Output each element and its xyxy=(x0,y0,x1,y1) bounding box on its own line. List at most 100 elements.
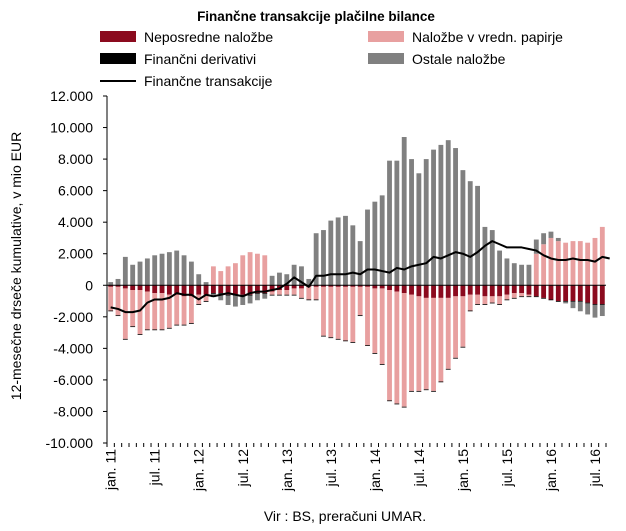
x-tick-label: jul. 15 xyxy=(499,449,515,488)
y-tick-label: 6.000 xyxy=(58,183,93,199)
bar-segment xyxy=(372,353,378,354)
bar-segment xyxy=(240,255,246,286)
bar-segment xyxy=(585,285,591,303)
bar-segment xyxy=(210,293,216,294)
bar-segment xyxy=(372,201,378,286)
bar-segment xyxy=(350,225,356,286)
bar-segment xyxy=(335,217,341,286)
bar-segment xyxy=(328,220,334,286)
bar-segment xyxy=(313,285,319,287)
bar-segment xyxy=(555,237,561,242)
bar-segment xyxy=(533,296,539,298)
y-tick-label: 10.000 xyxy=(50,120,93,136)
bar-segment xyxy=(225,266,231,286)
bar-segment xyxy=(284,274,290,286)
bar-segment xyxy=(137,261,143,286)
bar-segment xyxy=(423,159,429,286)
bar-segment xyxy=(152,285,158,294)
bar-segment xyxy=(225,294,231,296)
bar-segment xyxy=(174,285,180,295)
bar-segment xyxy=(401,285,407,294)
bar-segment xyxy=(519,296,525,298)
bar-segment xyxy=(445,368,451,370)
bar-segment xyxy=(137,334,143,335)
bar-segment xyxy=(262,293,268,294)
bar-segment xyxy=(511,263,517,286)
bar-segment xyxy=(357,241,363,286)
bar-segment xyxy=(482,296,488,305)
bar-segment xyxy=(519,285,525,294)
bar-segment xyxy=(372,288,378,354)
bar-segment xyxy=(181,296,187,325)
bar-segment xyxy=(599,304,605,305)
bar-segment xyxy=(108,310,114,312)
bar-segment xyxy=(423,297,429,390)
bar-segment xyxy=(438,144,444,286)
bar-segment xyxy=(548,299,554,301)
bar-segment xyxy=(115,315,121,317)
bar-segment xyxy=(166,327,172,329)
bar-segment xyxy=(401,406,407,408)
bar-segment xyxy=(445,285,451,298)
chart-title: Finančne transakcije plačilne bilance xyxy=(197,9,435,24)
y-tick-label: 4.000 xyxy=(58,214,93,230)
bar-segment xyxy=(585,303,591,315)
bar-segment xyxy=(365,285,370,287)
bar-segment xyxy=(174,294,180,325)
bar-segment xyxy=(343,286,348,341)
bar-segment xyxy=(497,250,503,286)
bar-segment xyxy=(585,242,591,286)
bar-segment xyxy=(511,293,517,298)
bar-segment xyxy=(467,294,473,311)
bar-segment xyxy=(166,285,172,295)
bar-segment xyxy=(255,293,260,301)
bar-segment xyxy=(570,301,576,309)
legend-label: Finančni derivativi xyxy=(144,51,256,67)
bar-segment xyxy=(577,301,583,312)
bar-segment xyxy=(159,293,165,330)
x-tick-label: jul. 13 xyxy=(323,449,339,488)
bar-segment xyxy=(144,291,150,330)
bar-segment xyxy=(306,286,312,300)
bar-segment xyxy=(122,338,128,340)
bar-segment xyxy=(284,285,290,290)
bar-segment xyxy=(445,297,451,369)
bar-segment xyxy=(115,286,121,316)
bar-segment xyxy=(291,264,297,286)
bar-segment xyxy=(504,285,510,295)
bar-segment xyxy=(504,294,510,300)
bar-segment xyxy=(196,304,202,305)
bar-segment xyxy=(541,297,547,299)
bar-segment xyxy=(409,294,414,391)
bar-segment xyxy=(475,294,480,305)
bar-segment xyxy=(467,181,473,286)
x-tick-label: jul. 16 xyxy=(587,449,603,488)
bar-segment xyxy=(115,278,121,286)
bar-segment xyxy=(519,264,525,286)
bar-segment xyxy=(416,173,422,286)
legend-label: Neposredne naložbe xyxy=(144,29,273,45)
bar-segment xyxy=(379,285,385,289)
bar-segment xyxy=(577,285,583,302)
bar-segment xyxy=(416,296,422,391)
bar-segment xyxy=(563,301,569,304)
bar-segment xyxy=(130,290,136,327)
bar-segment xyxy=(445,140,451,286)
bar-segment xyxy=(277,294,282,296)
legend: Neposredne naložbe Naložbe v vredn. papir… xyxy=(100,29,563,89)
bar-segment xyxy=(526,296,532,298)
x-tick-label: jan. 16 xyxy=(543,449,559,492)
bar-segment xyxy=(255,293,260,294)
bar-segment xyxy=(592,304,598,318)
bar-segment xyxy=(284,290,290,295)
bar-segment xyxy=(438,381,444,383)
bar-segment xyxy=(306,278,312,286)
bar-segment xyxy=(277,272,282,286)
bar-segment xyxy=(585,302,591,304)
bar-segment xyxy=(166,294,172,328)
bar-segment xyxy=(152,255,158,286)
y-tick-label: -10.000 xyxy=(46,435,94,451)
bar-segment xyxy=(387,400,392,402)
bar-segment xyxy=(240,295,246,305)
bar-segment xyxy=(365,345,370,346)
